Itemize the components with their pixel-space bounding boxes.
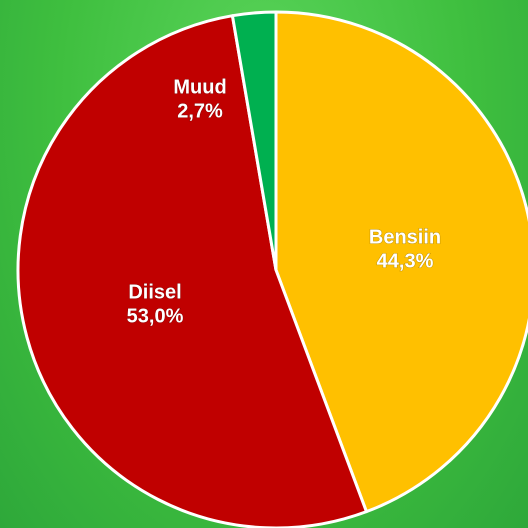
pie-slice [230,10,278,272]
slice-label: Bensiin [369,226,441,248]
pie-slice [16,14,368,528]
slice-value-label: 44,3% [377,250,434,272]
slice-value-label: 2,7% [177,100,223,122]
slice-label: Muud [173,76,226,98]
slice-label: Diisel [128,281,181,303]
slice-value-label: 53,0% [127,305,184,327]
pie-slice [274,10,528,514]
